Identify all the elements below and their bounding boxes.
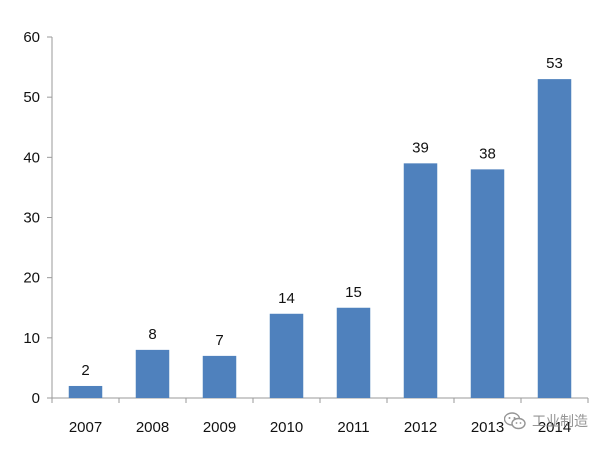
x-tick-label: 2013 <box>471 419 504 436</box>
bar-2013 <box>470 169 505 398</box>
data-label-2009: 7 <box>215 332 223 349</box>
data-label-2014: 53 <box>546 55 563 72</box>
data-label-2011: 15 <box>345 284 362 301</box>
x-tick-label: 2008 <box>136 419 169 436</box>
x-tick-label: 2012 <box>404 419 437 436</box>
data-label-2013: 38 <box>479 145 496 162</box>
watermark-text: 工业制造 <box>532 414 588 430</box>
data-label-2010: 14 <box>278 290 295 307</box>
y-tick-label: 50 <box>23 89 40 106</box>
x-tick-label: 2009 <box>203 419 236 436</box>
y-tick-label: 30 <box>23 210 40 227</box>
x-tick-label: 2014 <box>538 419 571 436</box>
y-tick-label: 0 <box>32 390 40 407</box>
bars <box>68 79 572 398</box>
y-tick-label: 40 <box>23 149 40 166</box>
data-labels: 2 8 7 14 15 39 38 53 <box>81 55 563 379</box>
bar-2014 <box>537 79 572 398</box>
bar-2009 <box>202 355 237 398</box>
data-label-2012: 39 <box>412 139 429 156</box>
bar-2011 <box>336 307 371 398</box>
bar-2008 <box>135 349 170 398</box>
bar-2012 <box>403 163 438 398</box>
x-tick-label: 2011 <box>337 419 369 436</box>
y-axis: 0 10 20 30 40 50 60 <box>23 29 53 407</box>
x-axis: 2007 2008 2009 2010 2011 2012 2013 2014 <box>51 397 589 436</box>
watermark: 工业制造 <box>504 411 588 431</box>
data-label-2007: 2 <box>81 362 89 379</box>
bar-2007 <box>68 385 103 398</box>
y-tick-label: 10 <box>23 330 40 347</box>
x-tick-label: 2010 <box>270 419 303 436</box>
y-tick-label: 20 <box>23 270 40 287</box>
y-tick-label: 60 <box>23 29 40 46</box>
bar-2010 <box>269 313 304 398</box>
data-label-2008: 8 <box>148 326 156 343</box>
wechat-logo-icon <box>504 412 526 430</box>
x-tick-label: 2007 <box>69 419 102 436</box>
